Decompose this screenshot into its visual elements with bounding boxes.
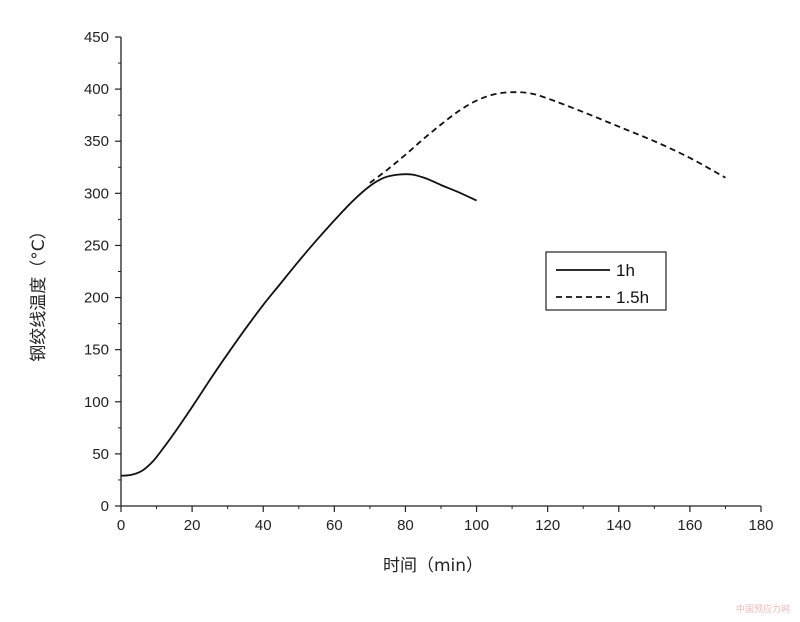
- x-tick-label: 40: [255, 517, 272, 534]
- y-tick-label: 150: [84, 342, 109, 359]
- x-tick-label: 100: [464, 517, 489, 534]
- legend: 1h 1.5h: [545, 251, 667, 311]
- y-tick-label: 250: [84, 237, 109, 254]
- x-tick-label: 140: [606, 517, 631, 534]
- series-layer: [120, 91, 726, 477]
- y-axis-title: 钢绞线温度（°C）: [29, 222, 49, 361]
- x-tick-label: 160: [677, 517, 702, 534]
- watermark: 中国预应力网: [736, 603, 790, 615]
- x-tick-label: 80: [397, 517, 414, 534]
- y-tick-label: 450: [84, 29, 109, 46]
- x-tick-label: 0: [117, 517, 125, 534]
- series-line-1.5h: [369, 91, 726, 184]
- y-tick-label: 300: [84, 185, 109, 202]
- y-tick-label: 0: [101, 498, 109, 515]
- legend-label-1h: 1h: [616, 261, 635, 280]
- x-tick-label: 180: [748, 517, 773, 534]
- y-tick-label: 350: [84, 133, 109, 150]
- legend-box: [545, 251, 667, 311]
- axes: 0 20 40 60 80 100 120 140 160 180 0 50 100 150 200 250 3…: [84, 29, 774, 534]
- y-tick-label: 100: [84, 394, 109, 411]
- x-tick-label: 60: [326, 517, 343, 534]
- y-tick-label: 200: [84, 290, 109, 307]
- x-axis-title: 时间（min）: [383, 556, 483, 576]
- x-tick-label: 120: [535, 517, 560, 534]
- y-tick-label: 400: [84, 81, 109, 98]
- legend-label-1.5h: 1.5h: [616, 288, 649, 307]
- series-line-1h: [120, 173, 477, 477]
- y-tick-label: 50: [92, 446, 109, 463]
- x-tick-label: 20: [184, 517, 201, 534]
